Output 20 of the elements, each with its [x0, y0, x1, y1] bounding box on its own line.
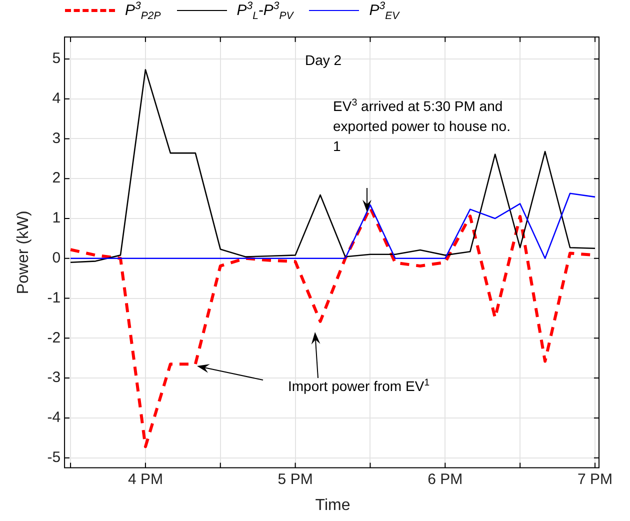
y-tick-label: -1 — [47, 289, 61, 306]
y-tick-label: -2 — [47, 329, 61, 346]
x-tick-label: 7 PM — [577, 470, 613, 488]
annotation: EV$^{3}$ arrived at 5:30 PM and exported power to house no. 1 — [333, 96, 511, 156]
x-tick-label: 4 PM — [128, 470, 163, 488]
annotation: Day 2 — [305, 51, 343, 70]
y-tick-label: -3 — [47, 369, 61, 386]
y-axis-title: Power (kW) — [15, 210, 32, 294]
y-tick-label: 4 — [52, 90, 61, 107]
annotation: Import power from EV$^{1}$ — [288, 376, 431, 396]
x-tick-label: 6 PM — [428, 470, 463, 488]
y-tick-label: -4 — [47, 409, 61, 426]
y-tick-label: 2 — [52, 170, 61, 187]
x-axis-title: Time — [315, 496, 350, 514]
y-tick-label: 5 — [52, 50, 61, 68]
y-tick-label: -5 — [47, 448, 61, 466]
y-tick-label: 3 — [52, 130, 61, 147]
y-tick-label: 0 — [52, 250, 61, 267]
y-tick-label: 1 — [52, 210, 61, 227]
x-tick-label: 5 PM — [278, 470, 313, 488]
